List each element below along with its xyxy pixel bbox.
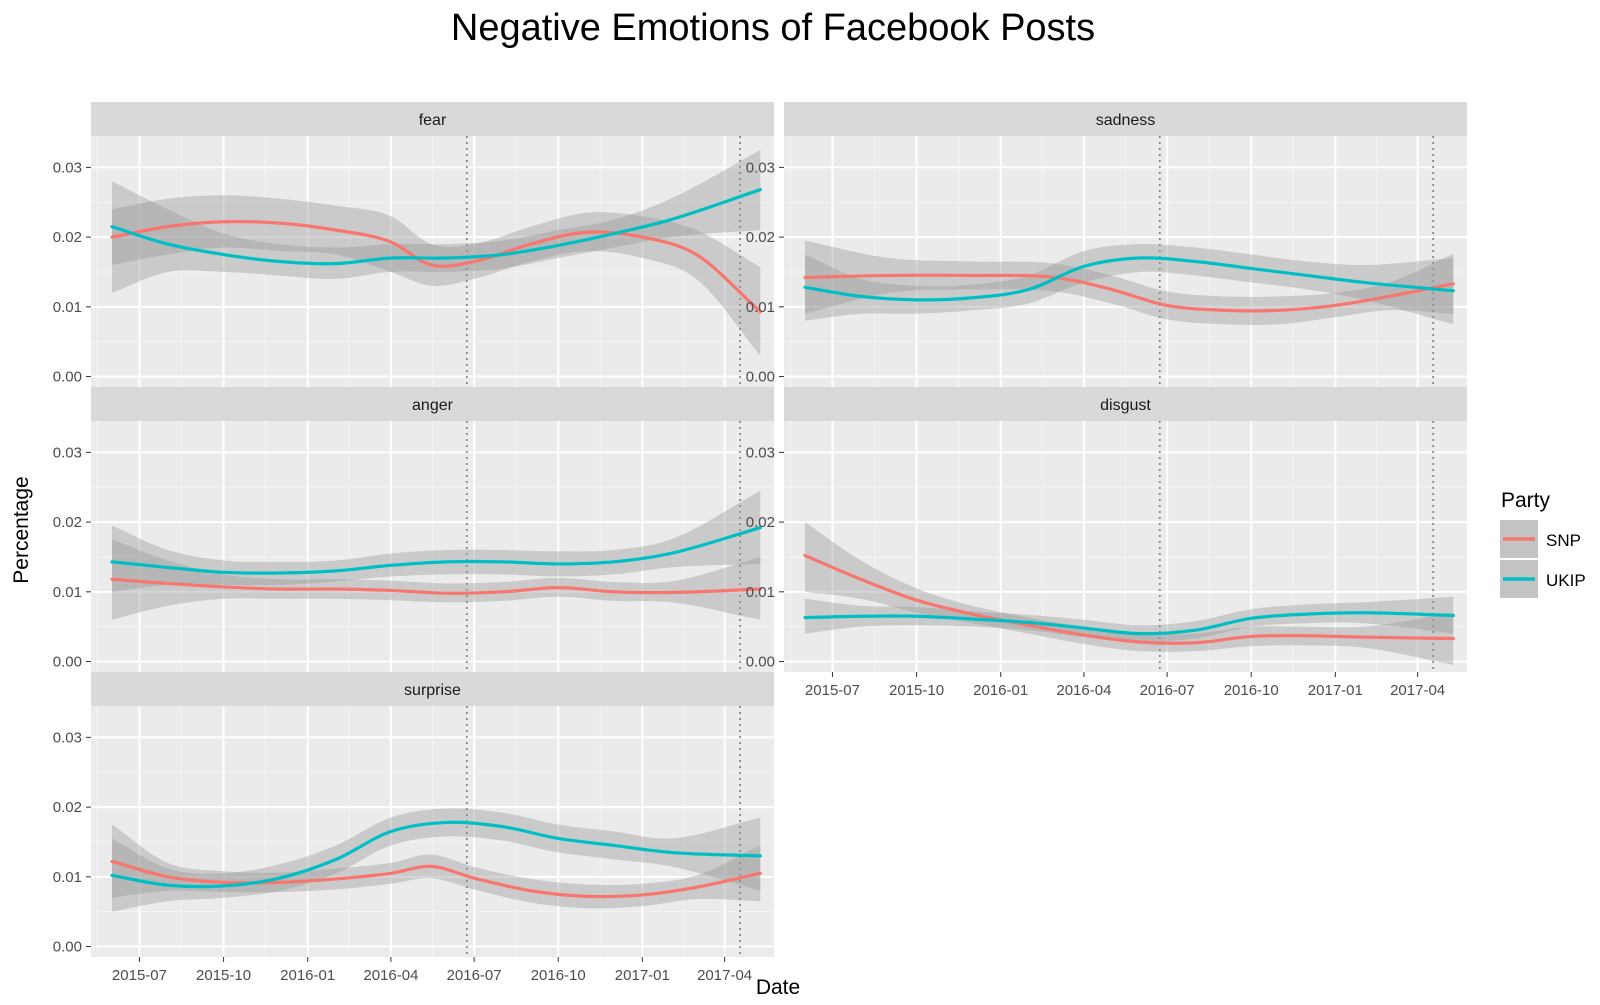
y-tick-label: 0.03: [53, 159, 82, 176]
y-tick-label: 0.02: [53, 229, 82, 246]
facet-strip-label: surprise: [404, 682, 461, 699]
series-line-snp: [110, 859, 762, 899]
y-tick-label: 0.03: [53, 729, 82, 746]
y-tick-label: 0.01: [53, 584, 82, 601]
series-line-ukip: [110, 526, 762, 575]
series-line-ukip: [803, 611, 1455, 636]
confidence-band-ukip: [805, 243, 1454, 325]
facet-sadness: sadness 0.00 0.01 0.02 0.03: [746, 102, 1467, 392]
facet-strip: [91, 672, 774, 706]
facet-disgust: disgust 0.00 0.01 0.02 0.03 2015-07 2015-10 201…: [746, 387, 1467, 699]
confidence-band-ukip: [112, 149, 761, 293]
series-line-ukip: [110, 188, 762, 266]
y-tick-label: 0.00: [746, 369, 775, 386]
confidence-band-snp: [112, 195, 761, 356]
confidence-band-ukip: [805, 596, 1454, 643]
facet-fear: fear 0.00 0.01 0.02 0.03: [53, 102, 774, 392]
y-tick-label: 0.03: [746, 444, 775, 461]
facet-strip-label: fear: [419, 112, 447, 129]
legend-label-snp: SNP: [1546, 531, 1581, 550]
x-tick-label: 2015-10: [196, 967, 251, 984]
legend: Party SNP UKIP: [1500, 489, 1586, 598]
x-axis-title: Date: [756, 976, 800, 999]
y-tick-label: 0.00: [53, 939, 82, 956]
y-tick-label: 0.00: [746, 654, 775, 671]
y-tick-label: 0.03: [746, 159, 775, 176]
y-tick-label: 0.00: [53, 654, 82, 671]
facet-strip: [784, 387, 1467, 421]
x-tick-label: 2016-10: [1224, 682, 1279, 699]
panels: fear 0.00 0.01 0.02 0.03 sadness 0.00 0.01 0.02 0…: [53, 102, 1467, 984]
y-tick-label: 0.00: [53, 369, 82, 386]
series-line-snp: [110, 577, 762, 595]
legend-title: Party: [1501, 489, 1551, 512]
x-tick-label: 2016-07: [1140, 682, 1195, 699]
x-tick-label: 2016-04: [363, 967, 418, 984]
y-tick-label: 0.02: [53, 799, 82, 816]
y-tick-label: 0.02: [746, 229, 775, 246]
y-axis-title: Percentage: [10, 476, 33, 583]
facet-strip-label: anger: [412, 397, 454, 414]
series-line-snp: [803, 553, 1455, 645]
x-tick-label: 2016-07: [447, 967, 502, 984]
x-tick-label: 2017-04: [1390, 682, 1445, 699]
x-tick-label: 2015-07: [112, 967, 167, 984]
facet-strip-label: sadness: [1096, 112, 1156, 129]
series-line-ukip: [110, 820, 762, 889]
x-tick-label: 2017-01: [1308, 682, 1363, 699]
confidence-band-ukip: [112, 808, 761, 912]
y-tick-label: 0.02: [746, 514, 775, 531]
y-tick-label: 0.01: [53, 869, 82, 886]
chart-title: Negative Emotions of Facebook Posts: [451, 7, 1095, 49]
series-line-snp: [110, 219, 762, 314]
series-line-ukip: [803, 256, 1455, 302]
confidence-band-ukip: [112, 490, 761, 592]
y-tick-label: 0.01: [746, 584, 775, 601]
x-tick-label: 2016-04: [1056, 682, 1111, 699]
y-tick-label: 0.01: [746, 299, 775, 316]
facet-strip-label: disgust: [1100, 397, 1151, 414]
x-tick-label: 2016-01: [973, 682, 1028, 699]
facet-anger: anger 0.00 0.01 0.02 0.03: [53, 387, 774, 677]
facet-surprise: surprise 0.00 0.01 0.02 0.03 2015-07 2015-10 20…: [53, 672, 774, 984]
x-tick-label: 2016-10: [531, 967, 586, 984]
y-tick-label: 0.01: [53, 299, 82, 316]
confidence-band-snp: [805, 240, 1454, 325]
y-tick-label: 0.02: [53, 514, 82, 531]
facet-strip: [784, 102, 1467, 136]
x-tick-label: 2016-01: [280, 967, 335, 984]
legend-label-ukip: UKIP: [1546, 571, 1586, 590]
x-tick-label: 2015-07: [805, 682, 860, 699]
facet-strip: [91, 387, 774, 421]
x-tick-label: 2017-01: [615, 967, 670, 984]
x-tick-label: 2015-10: [889, 682, 944, 699]
confidence-band-snp: [112, 539, 761, 620]
y-tick-label: 0.03: [53, 444, 82, 461]
confidence-band-snp: [805, 522, 1454, 666]
series-line-snp: [803, 273, 1455, 313]
x-tick-label: 2017-04: [697, 967, 752, 984]
facet-strip: [91, 102, 774, 136]
